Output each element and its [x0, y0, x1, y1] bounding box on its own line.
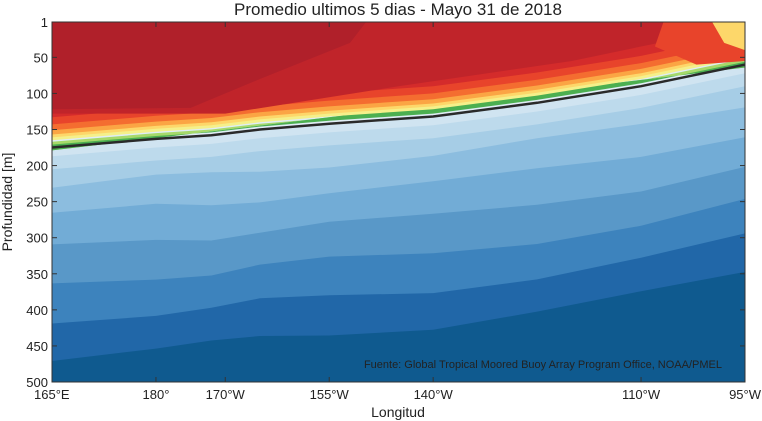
- plot-area: [52, 22, 745, 382]
- x-tick-label: 180°: [143, 387, 170, 402]
- x-axis: 165°E 180° 170°W 155°W 140°W 110°W 95°W: [34, 22, 762, 402]
- y-tick-label: 250: [26, 195, 48, 210]
- x-tick-label: 95°W: [729, 387, 762, 402]
- y-tick-label: 500: [26, 375, 48, 390]
- x-tick-label: 170°W: [206, 387, 246, 402]
- chart-title: Promedio ultimos 5 dias - Mayo 31 de 201…: [234, 0, 562, 19]
- contour-band-warm-max: [52, 22, 367, 110]
- y-tick-label: 100: [26, 86, 48, 101]
- y-axis-label: Profundidad [m]: [0, 153, 15, 252]
- y-tick-label: 1: [41, 15, 48, 30]
- contour-band-cool: [52, 271, 745, 382]
- y-tick-label: 400: [26, 303, 48, 318]
- x-tick-label: 140°W: [414, 387, 454, 402]
- y-tick-label: 450: [26, 339, 48, 354]
- x-tick-label: 110°W: [622, 387, 661, 402]
- source-annotation: Fuente: Global Tropical Moored Buoy Arra…: [364, 359, 722, 371]
- x-axis-label: Longitud: [371, 404, 425, 420]
- x-tick-label: 165°E: [34, 387, 70, 402]
- thermocline-line: [52, 63, 745, 149]
- y-tick-label: 200: [26, 159, 48, 174]
- contour-band-east-yellow: [712, 22, 745, 51]
- y-tick-label: 50: [34, 50, 48, 65]
- y-tick-label: 350: [26, 267, 48, 282]
- y-tick-label: 300: [26, 231, 48, 246]
- x-tick-label: 155°W: [310, 387, 350, 402]
- y-tick-label: 150: [26, 122, 48, 137]
